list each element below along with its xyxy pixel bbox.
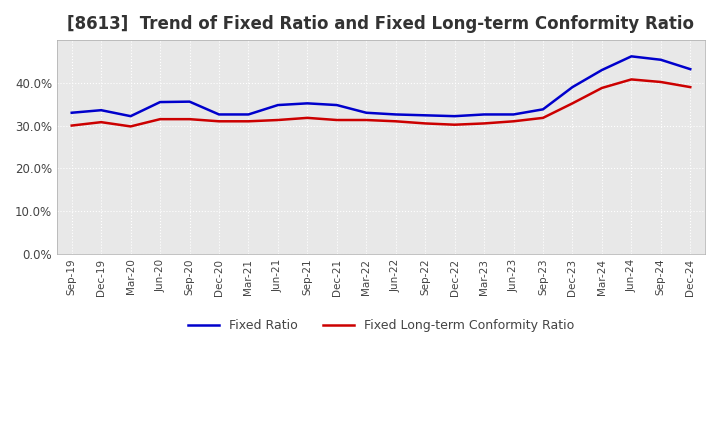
Fixed Long-term Conformity Ratio <box>185 117 194 122</box>
Fixed Long-term Conformity Ratio <box>274 117 282 123</box>
Fixed Ratio <box>244 112 253 117</box>
Fixed Long-term Conformity Ratio <box>450 122 459 127</box>
Fixed Ratio <box>362 110 371 115</box>
Fixed Ratio <box>421 113 430 118</box>
Fixed Ratio <box>686 66 695 72</box>
Fixed Ratio <box>97 107 106 113</box>
Fixed Long-term Conformity Ratio <box>686 84 695 90</box>
Fixed Ratio <box>539 106 547 112</box>
Fixed Ratio <box>185 99 194 104</box>
Fixed Ratio <box>509 112 518 117</box>
Fixed Long-term Conformity Ratio <box>539 115 547 121</box>
Fixed Ratio <box>598 67 606 73</box>
Fixed Ratio <box>568 84 577 90</box>
Fixed Long-term Conformity Ratio <box>156 117 164 122</box>
Fixed Ratio <box>68 110 76 115</box>
Fixed Ratio <box>303 101 312 106</box>
Fixed Ratio <box>480 112 488 117</box>
Fixed Ratio <box>156 99 164 105</box>
Fixed Ratio <box>657 57 665 62</box>
Fixed Long-term Conformity Ratio <box>333 117 341 123</box>
Fixed Ratio <box>627 54 636 59</box>
Fixed Long-term Conformity Ratio <box>68 123 76 128</box>
Fixed Long-term Conformity Ratio <box>421 121 430 126</box>
Fixed Long-term Conformity Ratio <box>303 115 312 121</box>
Fixed Long-term Conformity Ratio <box>509 119 518 124</box>
Fixed Long-term Conformity Ratio <box>657 79 665 84</box>
Legend: Fixed Ratio, Fixed Long-term Conformity Ratio: Fixed Ratio, Fixed Long-term Conformity … <box>183 314 580 337</box>
Fixed Ratio <box>274 103 282 108</box>
Title: [8613]  Trend of Fixed Ratio and Fixed Long-term Conformity Ratio: [8613] Trend of Fixed Ratio and Fixed Lo… <box>68 15 695 33</box>
Fixed Long-term Conformity Ratio <box>598 85 606 91</box>
Fixed Long-term Conformity Ratio <box>392 119 400 124</box>
Fixed Ratio <box>126 114 135 119</box>
Fixed Long-term Conformity Ratio <box>244 119 253 124</box>
Line: Fixed Ratio: Fixed Ratio <box>72 56 690 116</box>
Fixed Long-term Conformity Ratio <box>568 101 577 106</box>
Fixed Ratio <box>392 112 400 117</box>
Fixed Long-term Conformity Ratio <box>215 119 223 124</box>
Fixed Long-term Conformity Ratio <box>126 124 135 129</box>
Fixed Ratio <box>333 103 341 108</box>
Line: Fixed Long-term Conformity Ratio: Fixed Long-term Conformity Ratio <box>72 80 690 126</box>
Fixed Ratio <box>450 114 459 119</box>
Fixed Long-term Conformity Ratio <box>97 120 106 125</box>
Fixed Long-term Conformity Ratio <box>627 77 636 82</box>
Fixed Long-term Conformity Ratio <box>362 117 371 123</box>
Fixed Long-term Conformity Ratio <box>480 121 488 126</box>
Fixed Ratio <box>215 112 223 117</box>
